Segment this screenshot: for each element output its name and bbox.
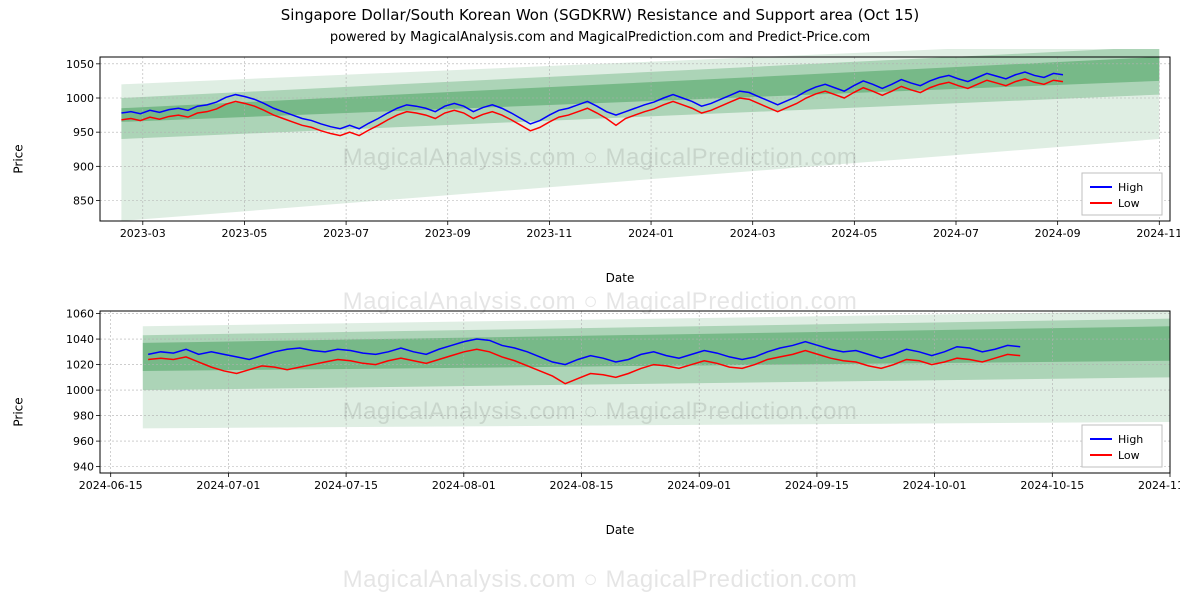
- svg-text:980: 980: [73, 410, 94, 423]
- svg-text:2024-03: 2024-03: [730, 227, 776, 240]
- svg-text:1040: 1040: [66, 333, 94, 346]
- svg-text:1050: 1050: [66, 58, 94, 71]
- svg-text:2024-09-01: 2024-09-01: [667, 479, 731, 492]
- chart1-ylabel: Price: [12, 144, 26, 173]
- chart2-xlabel: Date: [60, 523, 1180, 537]
- svg-text:2024-07: 2024-07: [933, 227, 979, 240]
- watermark-4: MagicalAnalysis.com ○ MagicalPrediction.…: [0, 566, 1200, 594]
- svg-text:High: High: [1118, 181, 1143, 194]
- chart-title: Singapore Dollar/South Korean Won (SGDKR…: [0, 6, 1200, 24]
- svg-text:960: 960: [73, 435, 94, 448]
- svg-text:2024-07-15: 2024-07-15: [314, 479, 378, 492]
- svg-text:1020: 1020: [66, 359, 94, 372]
- svg-text:2024-05: 2024-05: [831, 227, 877, 240]
- svg-text:2024-08-15: 2024-08-15: [550, 479, 614, 492]
- svg-text:1000: 1000: [66, 92, 94, 105]
- svg-text:High: High: [1118, 433, 1143, 446]
- svg-text:900: 900: [73, 160, 94, 173]
- chart-bottom-row: Price 940 960 980 1000 1020 1040 1060 2024-06-1…: [0, 303, 1200, 521]
- svg-text:2024-06-15: 2024-06-15: [79, 479, 143, 492]
- svg-text:1000: 1000: [66, 384, 94, 397]
- svg-text:940: 940: [73, 461, 94, 474]
- svg-text:2024-01: 2024-01: [628, 227, 674, 240]
- svg-text:850: 850: [73, 195, 94, 208]
- svg-text:2023-03: 2023-03: [120, 227, 166, 240]
- chart-top-row: Price 850 900 950 1000 1050 2023-03 2023-05 202…: [0, 49, 1200, 269]
- svg-text:2023-07: 2023-07: [323, 227, 369, 240]
- svg-text:1060: 1060: [66, 308, 94, 321]
- svg-text:2024-09: 2024-09: [1035, 227, 1081, 240]
- svg-text:2024-10-15: 2024-10-15: [1020, 479, 1084, 492]
- chart1-xlabel: Date: [60, 271, 1180, 285]
- svg-text:Low: Low: [1118, 197, 1140, 210]
- chart-subtitle: powered by MagicalAnalysis.com and Magic…: [0, 30, 1200, 45]
- svg-text:950: 950: [73, 126, 94, 139]
- svg-text:2023-11: 2023-11: [526, 227, 572, 240]
- chart2-ylabel: Price: [12, 397, 26, 426]
- svg-text:2024-11-01: 2024-11-01: [1138, 479, 1180, 492]
- chart2-plot: 940 960 980 1000 1020 1040 1060 2024-06-15 2024-…: [60, 303, 1180, 501]
- svg-text:2024-07-01: 2024-07-01: [196, 479, 260, 492]
- svg-text:2024-09-15: 2024-09-15: [785, 479, 849, 492]
- svg-text:2024-10-01: 2024-10-01: [903, 479, 967, 492]
- svg-text:Low: Low: [1118, 449, 1140, 462]
- svg-text:2023-05: 2023-05: [221, 227, 267, 240]
- chart1-plot: 850 900 950 1000 1050 2023-03 2023-05 2023-07 20…: [60, 49, 1180, 249]
- svg-text:2024-08-01: 2024-08-01: [432, 479, 496, 492]
- svg-text:2023-09: 2023-09: [425, 227, 471, 240]
- svg-text:2024-11: 2024-11: [1136, 227, 1180, 240]
